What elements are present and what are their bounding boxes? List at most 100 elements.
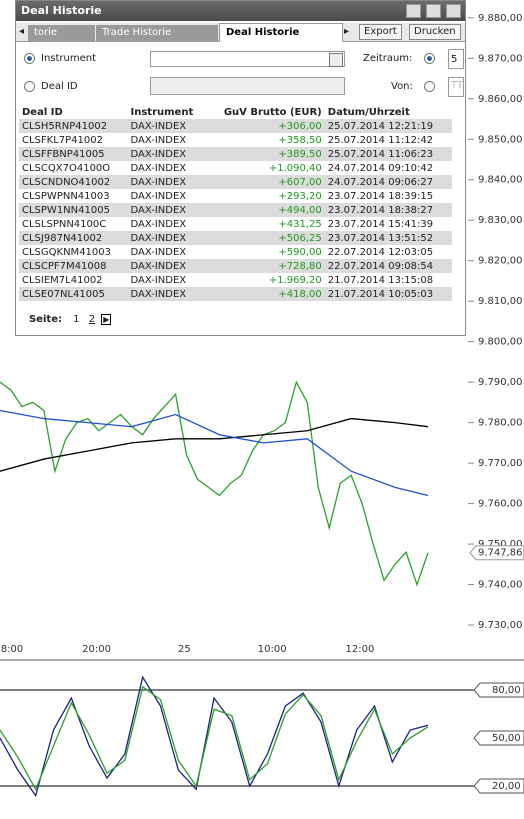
tab[interactable]: Trade Historie [96,25,218,41]
table-cell: +418,00 [206,287,325,301]
tab-active[interactable]: Deal Historie [219,23,343,42]
table-row[interactable]: CLSIEM7L41002 DAX-INDEX +1.969,20 21.07.201… [19,273,452,287]
table-row[interactable]: CLSCPF7M41008 DAX-INDEX +728,80 22.07.2014 … [19,259,452,273]
series-line [0,409,429,497]
x-tick-label: 12:00 [346,644,375,655]
table-row[interactable]: CLSLSPNN4100C DAX-INDEX +431,25 23.07.2014 … [19,217,452,231]
y-tick-label: 9.810,00 [478,296,523,307]
radio-from[interactable] [424,81,435,92]
table-cell: +293,20 [278,190,322,202]
y-tick-label: 9.800,00 [478,337,523,348]
table-row[interactable]: CLSPW1NN41005 DAX-INDEX +494,00 23.07.2014 … [19,203,452,217]
table-cell: DAX-INDEX [130,134,187,146]
radio-instrument[interactable] [24,53,35,64]
table-cell: +494,00 [206,203,325,217]
current-value-box [469,545,524,561]
table-row[interactable]: CLSFKL7P41002 DAX-INDEX +358,50 25.07.2014 … [19,133,452,147]
page-link[interactable]: 1 [73,314,80,325]
table-cell: +1.090,40 [268,162,322,174]
minimize-button[interactable] [406,4,421,18]
table-cell: 21.07.2014 13:15:08 [327,274,434,286]
table-cell: DAX-INDEX [127,287,207,301]
table-cell: +607,00 [206,175,325,189]
pagination-label: Seite: [29,314,62,325]
next-page-button[interactable]: ▶ [101,314,112,325]
table-row[interactable]: CLSH5RNP41002 DAX-INDEX +306,00 25.07.2014 … [19,119,452,133]
instrument-input[interactable] [150,51,345,67]
table-cell: +506,25 [206,231,325,245]
table-row[interactable]: CLSGQKNM41003 DAX-INDEX +590,00 22.07.2014 … [19,245,452,259]
page-link[interactable]: 2 [88,314,96,325]
radio-period[interactable] [424,53,435,64]
table-cell: 22.07.2014 12:03:05 [327,246,434,258]
column-header[interactable]: Deal ID [19,105,128,119]
export-button[interactable]: Export [359,24,402,40]
x-tick-label: 25 [178,644,191,655]
table-cell: 25.07.2014 11:06:23 [324,147,452,161]
table-row[interactable]: CLSE07NL41005 DAX-INDEX +418,00 21.07.2014 … [19,287,452,301]
print-button[interactable]: Drucken [409,24,461,40]
table-cell: +728,80 [206,259,325,273]
tab-left-arrow[interactable]: ◂ [19,26,25,37]
y-tick-label: 9.740,00 [478,580,523,591]
table-cell: CLSFKL7P41002 [22,134,103,146]
column-header[interactable]: Datum/Uhrzeit [324,105,452,119]
table-cell: DAX-INDEX [127,147,207,161]
table-cell: CLSJ987N41002 [19,231,128,245]
column-header[interactable]: Instrument [127,105,207,119]
y-tick-label: 50,00 [492,733,521,744]
from-input[interactable]: TT [448,77,464,97]
series-line [0,685,429,791]
y-tick-label: 80,00 [492,685,521,696]
table-cell: CLSCPF7M41008 [19,259,128,273]
table-row[interactable]: CLSPWPNN41003 DAX-INDEX +293,20 23.07.2014 … [19,189,452,203]
window-title: Deal Historie [21,4,102,17]
table-cell: 23.07.2014 18:38:27 [324,203,452,217]
table-cell: DAX-INDEX [130,190,187,202]
series-line [0,675,429,798]
y-tick-label: 9.770,00 [478,458,523,469]
series-line [0,417,429,472]
y-tick-label: 9.870,00 [478,53,523,64]
table-cell: 21.07.2014 10:05:03 [324,287,452,301]
period-input[interactable]: 5 [448,49,464,69]
x-tick-label: 20:00 [82,644,111,655]
table-cell: CLSCNDNO41002 [19,175,128,189]
table-cell: CLSCQX7O4100O [22,162,111,174]
table-cell: CLSE07NL41005 [19,287,128,301]
table-row[interactable]: CLSCQX7O4100O DAX-INDEX +1.090,40 24.07.201… [19,161,452,175]
column-header[interactable]: GuV Brutto (EUR) [206,105,325,119]
table-cell: CLSGQKNM41003 [22,246,111,258]
table-cell: DAX-INDEX [130,162,187,174]
table-cell: DAX-INDEX [127,119,207,133]
label: Von: [391,81,413,92]
y-tick-label: 9.860,00 [478,94,523,105]
table-cell: 24.07.2014 09:06:27 [324,175,452,189]
table-row[interactable]: CLSJ987N41002 DAX-INDEX +506,25 23.07.2014 … [19,231,452,245]
maximize-button[interactable] [426,4,441,18]
table-cell: 22.07.2014 09:08:54 [324,259,452,273]
table-row[interactable]: CLSCNDNO41002 DAX-INDEX +607,00 24.07.2014 … [19,175,452,189]
y-tick-label: 9.750,00 [478,539,523,550]
table-row[interactable]: CLSFFBNP41005 DAX-INDEX +389,50 25.07.2014 … [19,147,452,161]
y-tick-label: 9.760,00 [478,499,523,510]
y-tick-box [473,730,524,746]
radio-deal-id[interactable] [24,81,35,92]
deal-table: Deal ID Instrument GuV Brutto (EUR) Datum/U… [19,105,452,301]
tab-right-arrow[interactable]: ▸ [344,26,350,37]
y-tick-label: 9.790,00 [478,377,523,388]
table-cell: CLSPWPNN41003 [22,190,110,202]
tab[interactable]: torie [28,25,95,41]
deal-id-input[interactable] [150,77,345,95]
table-cell: CLSIEM7L41002 [22,274,103,286]
y-tick-box [473,682,524,698]
deal-history-window: Deal Historie ◂ torie Trade Historie Dea… [15,0,466,336]
table-cell: DAX-INDEX [127,203,207,217]
table-cell: CLSPW1NN41005 [19,203,128,217]
label: Deal ID [41,81,78,92]
close-button[interactable] [446,4,461,18]
x-tick-label: 10:00 [258,644,287,655]
y-tick-label: 20,00 [492,781,521,792]
